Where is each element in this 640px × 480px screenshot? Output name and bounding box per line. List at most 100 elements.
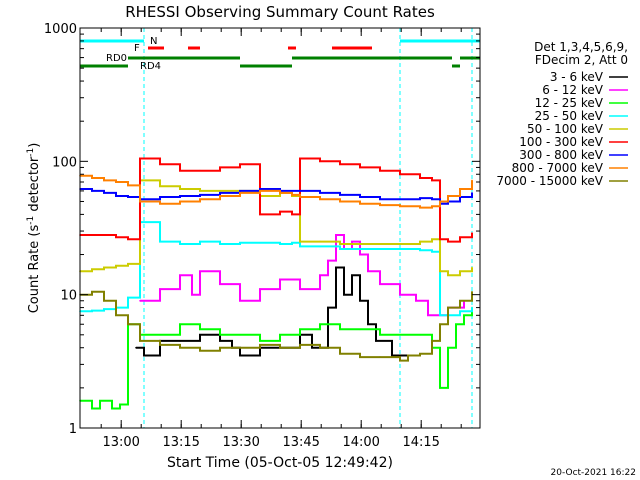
y-axis-label-end: ) [27, 143, 42, 148]
data-point-300-800-kev [199, 194, 201, 196]
data-point-800-7000-kev [159, 203, 161, 205]
data-point-7000-15000-kev [431, 340, 433, 342]
data-point-300-800-kev [219, 192, 221, 194]
data-point-100-300-kev [339, 163, 341, 166]
data-point-6-12-kev [319, 274, 321, 277]
timestamp: 20-Oct-2021 16:22 [551, 468, 636, 478]
flags-layer: NF RD0 RD4 [80, 28, 480, 428]
data-point-12-25-kev [439, 387, 441, 389]
data-point-7000-15000-kev [399, 359, 401, 362]
data-point-800-7000-kev [199, 198, 201, 200]
data-point-50-100-kev [431, 238, 433, 241]
data-point-300-800-kev [319, 192, 321, 194]
data-point-25-50-kev [471, 306, 473, 309]
data-point-50-100-kev [447, 274, 449, 277]
data-point-3-6-kev [199, 334, 201, 336]
data-point-25-50-kev [299, 245, 301, 248]
data-point-12-25-kev [159, 334, 161, 336]
data-point-800-7000-kev [127, 184, 129, 187]
data-point-12-25-kev [119, 403, 121, 406]
data-point-100-300-kev [299, 157, 301, 160]
data-point-50-100-kev [399, 243, 401, 245]
data-point-800-7000-kev [91, 177, 93, 179]
data-point-6-12-kev [335, 234, 337, 236]
legend-label-50-100-kev: 50 - 100 keV [527, 122, 604, 136]
data-point-7000-15000-kev [419, 353, 421, 355]
data-point-100-300-kev [447, 240, 449, 243]
data-point-100-300-kev [199, 169, 201, 172]
data-point-300-800-kev [259, 188, 261, 190]
data-point-25-50-kev [339, 248, 341, 250]
data-point-50-100-kev [91, 268, 93, 271]
data-point-25-50-kev [291, 242, 293, 244]
data-point-7000-15000-kev [139, 340, 141, 342]
data-point-3-6-kev [343, 293, 345, 296]
axes-layer: 1 10 100 1000 13:00 13:15 13:30 13:45 14:00 14:15 [44, 22, 481, 450]
data-point-100-300-kev [431, 179, 433, 182]
data-point-7000-15000-kev [199, 349, 201, 352]
data-point-300-800-kev [431, 198, 433, 200]
data-point-300-800-kev [339, 194, 341, 196]
data-point-300-800-kev [179, 195, 181, 197]
data-point-6-12-kev [327, 259, 329, 262]
legend-label-300-800-kev: 300 - 800 keV [519, 148, 603, 162]
data-point-100-300-kev [179, 169, 181, 172]
data-point-100-300-kev [115, 236, 117, 238]
data-point-6-12-kev [399, 293, 401, 296]
series-line-12-25-kev [80, 307, 473, 410]
legend-label-12-25-kev: 12 - 25 keV [535, 96, 604, 110]
data-point-25-50-kev [219, 243, 221, 245]
data-point-6-12-kev [379, 283, 381, 285]
data-point-800-7000-kev [419, 206, 421, 209]
data-point-50-100-kev [159, 185, 161, 188]
data-point-100-300-kev [127, 238, 129, 241]
data-point-50-100-kev [339, 243, 341, 245]
data-point-25-50-kev [459, 310, 461, 313]
data-point-25-50-kev [103, 308, 105, 310]
data-point-100-300-kev [359, 166, 361, 169]
series-line-25-50-kev [80, 221, 473, 317]
data-point-25-50-kev [91, 309, 93, 312]
data-point-12-25-kev [219, 334, 221, 336]
series-line-100-300-kev [80, 157, 473, 243]
data-point-12-25-kev [279, 334, 281, 336]
legend-label-800-7000-kev: 800 - 7000 keV [512, 161, 604, 175]
y-axis-label-sup1: -1 [26, 216, 36, 225]
legend: Det 1,3,4,5,6,9, FDecim 2, Att 0 3 - 6 k… [496, 40, 628, 188]
data-point-3-6-kev [375, 340, 377, 342]
series-line-3-6-kev [136, 266, 408, 357]
data-point-7000-15000-kev [279, 346, 281, 349]
data-point-6-12-kev [367, 270, 369, 273]
data-point-800-7000-kev [359, 203, 361, 205]
y-axis-label-mid: detector [27, 156, 42, 216]
data-point-25-50-kev [439, 314, 441, 317]
y-tick-label: 1 [69, 422, 77, 437]
data-point-100-300-kev [419, 177, 421, 179]
x-tick-label: 13:15 [162, 435, 199, 450]
data-point-300-800-kev [419, 197, 421, 199]
data-point-12-25-kev [359, 328, 361, 331]
rd4-flag-label: RD4 [140, 61, 161, 72]
night-flag-label: N [150, 36, 157, 47]
data-point-12-25-kev [239, 334, 241, 336]
data-point-50-100-kev [199, 190, 201, 192]
data-point-7000-15000-kev [407, 354, 409, 357]
data-point-7000-15000-kev [459, 300, 461, 302]
data-point-300-800-kev [299, 190, 301, 192]
data-point-100-300-kev [103, 234, 105, 236]
data-point-25-50-kev [179, 243, 181, 245]
data-point-100-300-kev [279, 210, 281, 213]
data-point-50-100-kev [459, 270, 461, 273]
data-point-6-12-kev [415, 300, 417, 302]
data-point-100-300-kev [139, 157, 141, 160]
x-tick-label: 14:15 [402, 435, 439, 450]
data-point-3-6-kev [367, 323, 369, 326]
y-axis-label: Count Rate (s-1 detector-1) [26, 143, 42, 314]
data-point-100-300-kev [399, 173, 401, 176]
data-point-25-50-kev [419, 249, 421, 252]
data-point-6-12-kev [351, 240, 353, 243]
data-point-50-100-kev [103, 266, 105, 269]
data-point-6-12-kev [219, 283, 221, 285]
data-point-25-50-kev [359, 248, 361, 250]
y-tick-label: 1000 [44, 22, 77, 37]
